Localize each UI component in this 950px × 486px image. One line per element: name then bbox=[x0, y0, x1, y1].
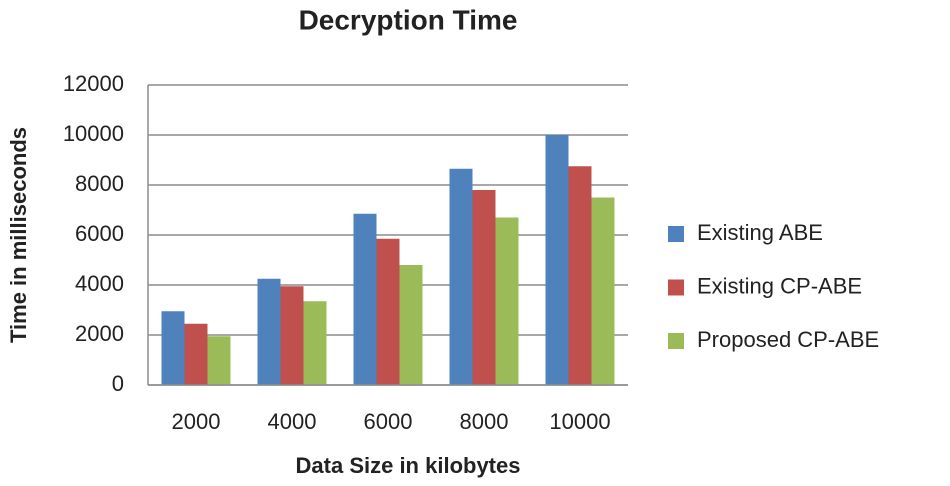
y-tick-label: 8000 bbox=[75, 171, 124, 196]
bar bbox=[591, 197, 615, 385]
y-tick-label: 4000 bbox=[75, 271, 124, 296]
bar bbox=[207, 336, 231, 385]
bar bbox=[257, 278, 281, 385]
legend-swatch bbox=[668, 333, 684, 349]
y-tick-label: 12000 bbox=[63, 71, 124, 96]
y-tick-label: 0 bbox=[112, 371, 124, 396]
x-tick-label: 4000 bbox=[268, 409, 317, 434]
bar bbox=[376, 238, 400, 385]
legend-label: Existing ABE bbox=[697, 220, 823, 245]
y-tick-label: 2000 bbox=[75, 321, 124, 346]
chart-title: Decryption Time bbox=[299, 4, 518, 35]
bar bbox=[495, 217, 519, 385]
y-tick-label: 6000 bbox=[75, 221, 124, 246]
bar bbox=[353, 213, 377, 385]
bar bbox=[184, 323, 208, 385]
x-axis-title: Data Size in kilobytes bbox=[296, 453, 521, 478]
legend-label: Existing CP-ABE bbox=[697, 273, 862, 298]
y-tick-label: 10000 bbox=[63, 121, 124, 146]
legend-swatch bbox=[668, 226, 684, 242]
y-axis-title: Time in milliseconds bbox=[6, 127, 31, 343]
bar bbox=[280, 286, 304, 385]
bar bbox=[161, 311, 185, 385]
bar bbox=[545, 135, 569, 385]
legend-swatch bbox=[668, 279, 684, 296]
bar bbox=[472, 190, 496, 385]
bar bbox=[568, 166, 592, 385]
x-tick-label: 10000 bbox=[549, 409, 610, 434]
legend-label: Proposed CP-ABE bbox=[697, 327, 879, 352]
bar bbox=[449, 168, 473, 385]
bar bbox=[399, 265, 423, 385]
x-tick-label: 6000 bbox=[364, 409, 413, 434]
x-tick-label: 2000 bbox=[172, 409, 221, 434]
x-tick-label: 8000 bbox=[460, 409, 509, 434]
bar bbox=[303, 301, 327, 385]
